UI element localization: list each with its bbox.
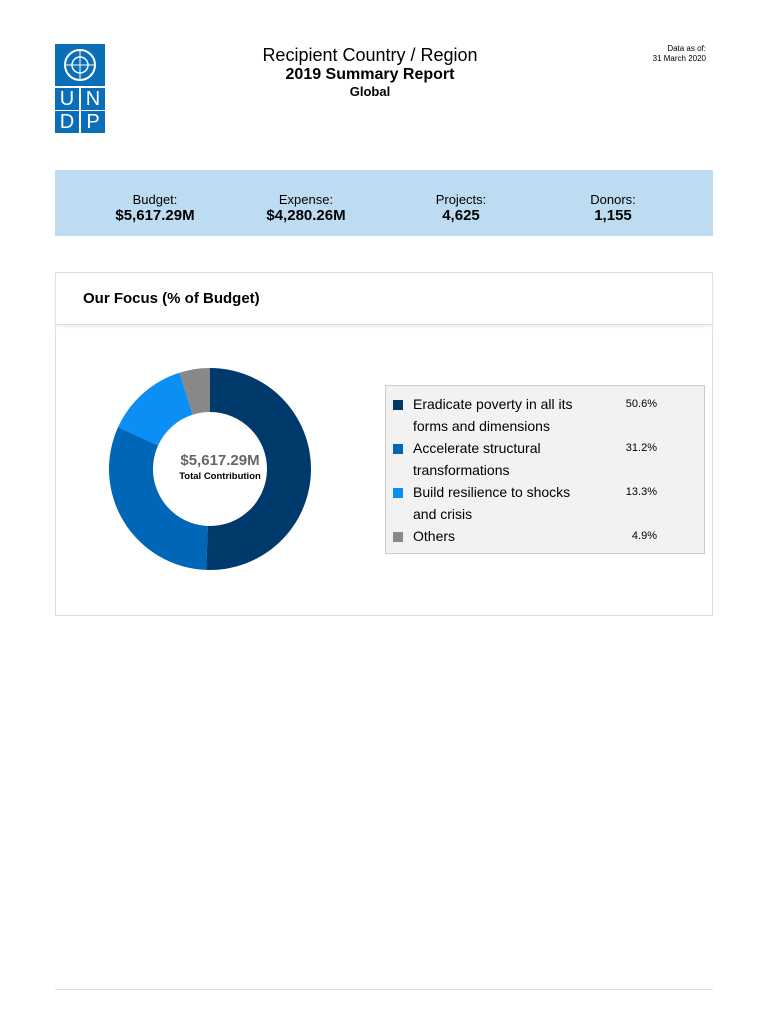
data-date-label: Data as of:: [667, 44, 706, 53]
center-label: Total Contribution: [179, 471, 261, 482]
footer-rule: [55, 989, 713, 990]
legend-swatch: [393, 488, 403, 498]
legend-label: Eradicate poverty in all its forms and d…: [413, 396, 573, 434]
stat: Budget: $5,617.29M: [75, 192, 235, 224]
legend-percent: 13.3%: [625, 486, 657, 498]
logo-letter: N: [81, 88, 105, 110]
report-scope: Global: [349, 84, 391, 99]
donut-slice: [206, 368, 312, 570]
donut-chart: $5,617.29M Total Contribution: [108, 368, 312, 570]
report-title: Recipient Country / Region: [262, 45, 478, 65]
un-emblem: [55, 44, 105, 86]
legend-percent: 4.9%: [631, 530, 657, 542]
logo-letter: P: [81, 111, 105, 133]
legend-swatch: [393, 400, 403, 410]
stat-label: Budget:: [132, 192, 178, 207]
legend-label: Others: [413, 528, 456, 544]
legend-item: Others 4.9%: [386, 525, 657, 547]
stat: Expense: $4,280.26M: [226, 192, 386, 224]
logo-letter: U: [55, 88, 79, 110]
legend-item: Accelerate structural transformations 31.…: [386, 437, 657, 481]
data-date-value: 31 March 2020: [652, 54, 706, 63]
legend-swatch: [393, 532, 403, 542]
stat-label: Donors:: [590, 192, 636, 207]
legend-percent: 31.2%: [625, 442, 657, 454]
legend-item: Build resilience to shocks and crisis 13.…: [386, 481, 657, 525]
donut-slice: [179, 368, 210, 415]
stat-value: 1,155: [594, 207, 632, 224]
stat-value: 4,625: [442, 207, 480, 224]
stat-label: Expense:: [278, 192, 334, 207]
legend-percent: 50.6%: [625, 398, 657, 410]
stat: Donors: 1,155: [533, 192, 693, 224]
emblem-graphic: [64, 49, 96, 81]
legend-label: Build resilience to shocks and crisis: [413, 484, 571, 522]
card-title: Our Focus (% of Budget): [83, 290, 260, 307]
card-header: Our Focus (% of Budget): [56, 273, 712, 325]
stat-label: Projects:: [435, 192, 487, 207]
report-subtitle: 2019 Summary Report: [285, 66, 455, 83]
legend-swatch: [393, 444, 403, 454]
center-value: $5,617.29M: [180, 452, 259, 469]
logo-letter: D: [55, 111, 79, 133]
data-date: Data as of: 31 March 2020: [630, 44, 706, 64]
donut-slice: [108, 427, 208, 570]
stat: Projects: 4,625: [381, 192, 541, 224]
legend-item: Eradicate poverty in all its forms and d…: [386, 393, 657, 437]
legend: Eradicate poverty in all its forms and d…: [385, 385, 705, 554]
stat-value: $4,280.26M: [266, 207, 346, 224]
focus-card: Our Focus (% of Budget): [55, 272, 713, 616]
legend-label: Accelerate structural transformations: [413, 440, 541, 478]
donut-slice: [118, 372, 193, 446]
summary-band: Budget: $5,617.29M Expense: $4,280.26M Pro…: [55, 170, 713, 236]
stat-value: $5,617.29M: [115, 207, 195, 224]
